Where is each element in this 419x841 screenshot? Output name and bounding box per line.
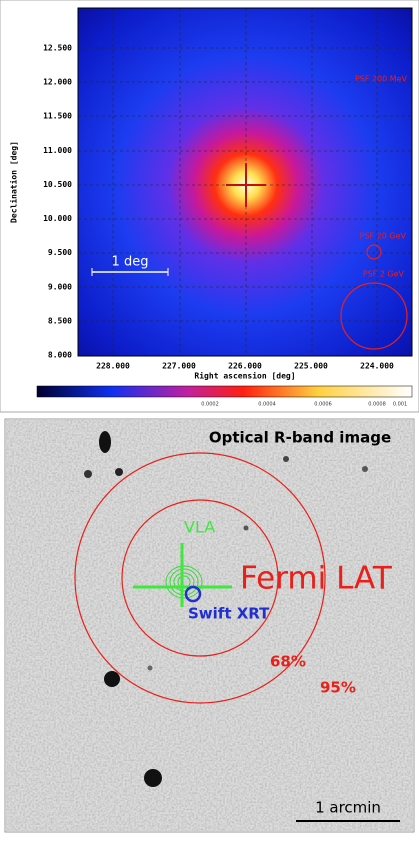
confidence-label: 68% xyxy=(270,653,306,671)
y-tick-label: 8.500 xyxy=(48,316,72,325)
y-tick-label: 12.000 xyxy=(43,78,72,87)
scale-label: 1 arcmin xyxy=(315,799,381,817)
colorbar-tick-label: 0.0004 xyxy=(258,402,276,408)
y-tick-label: 12.500 xyxy=(43,44,72,53)
y-tick-label: 9.500 xyxy=(48,248,72,257)
psf-label: PSF 200 MeV xyxy=(355,75,408,84)
colorbar-tick-label: 0.001 xyxy=(393,402,407,408)
plot-frame xyxy=(77,7,413,357)
x-tick-label: 226.000 xyxy=(228,362,262,371)
x-tick-label: 225.000 xyxy=(294,362,328,371)
count-map xyxy=(78,8,412,356)
x-tick-label: 224.000 xyxy=(360,362,394,371)
y-tick-label: 9.000 xyxy=(48,282,72,291)
x-tick-label: 227.000 xyxy=(162,362,196,371)
y-tick-label: 11.500 xyxy=(43,112,72,121)
swift-label: Swift XRT xyxy=(188,605,270,623)
colorbar-tick-label: 0.0008 xyxy=(368,402,386,408)
panel-title: Optical R-band image xyxy=(209,429,391,447)
colorbar-tick-label: 0.0002 xyxy=(201,402,219,408)
y-tick-label: 10.500 xyxy=(43,180,72,189)
colorbar xyxy=(36,385,413,398)
colorbar-tick-label: 0.0006 xyxy=(314,402,332,408)
x-axis-title: Right ascension [deg] xyxy=(194,371,295,381)
scale-label: 1 deg xyxy=(112,255,149,270)
y-tick-label: 10.000 xyxy=(43,214,72,223)
y-axis-title: Declination [deg] xyxy=(9,141,19,223)
confidence-label: 95% xyxy=(320,679,356,697)
psf-label: PSF 20 GeV xyxy=(360,232,407,241)
fermi-label: Fermi LAT xyxy=(240,561,393,597)
vla-label: VLA xyxy=(184,518,215,537)
psf-label: PSF 2 GeV xyxy=(363,270,405,279)
x-tick-label: 228.000 xyxy=(96,362,130,371)
y-tick-label: 8.000 xyxy=(48,351,72,360)
optical-image xyxy=(6,420,413,831)
y-tick-label: 11.000 xyxy=(43,146,72,155)
